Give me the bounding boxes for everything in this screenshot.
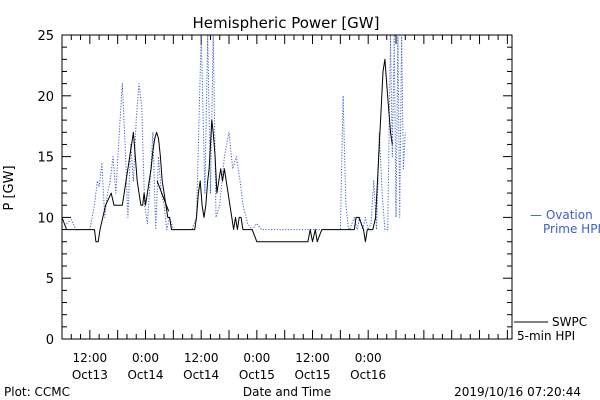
y-axis-label: P [GW] bbox=[2, 165, 17, 210]
plot-frame bbox=[61, 34, 513, 340]
chart-title: Hemispheric Power [GW] bbox=[193, 14, 380, 32]
y-tick-label: 25 bbox=[37, 29, 54, 44]
series-line-swpc bbox=[61, 58, 393, 243]
annotation-segment bbox=[156, 180, 170, 212]
legend-ovation-line2: Prime HPI bbox=[543, 222, 600, 236]
footer-timestamp: 2019/10/16 07:20:44 bbox=[454, 385, 581, 399]
x-tick-date-label: Oct15 bbox=[294, 368, 330, 382]
x-tick-date-label: Oct16 bbox=[350, 368, 386, 382]
legend-ovation-line1: — Ovation bbox=[530, 208, 593, 222]
x-tick-date-label: Oct13 bbox=[72, 368, 108, 382]
y-tick-label: 15 bbox=[37, 151, 54, 166]
x-tick-time-label: 0:00 bbox=[132, 351, 159, 365]
y-tick-label: 20 bbox=[37, 90, 54, 105]
series-layer bbox=[61, 34, 406, 243]
legend-swpc-line1: SWPC bbox=[552, 315, 587, 329]
y-tick-label: 10 bbox=[37, 211, 54, 226]
y-tick-label: 0 bbox=[46, 333, 54, 348]
x-tick-time-label: 12:00 bbox=[73, 351, 108, 365]
footer-plot-credit: Plot: CCMC bbox=[4, 385, 70, 399]
y-tick-label: 5 bbox=[46, 272, 54, 287]
x-tick-date-label: Oct14 bbox=[127, 368, 163, 382]
series-line-ovation-prime bbox=[61, 34, 406, 231]
y-axis: 0 5 10 15 20 25 bbox=[37, 29, 512, 348]
x-tick-date-label: Oct15 bbox=[239, 368, 275, 382]
x-tick-time-label: 12:00 bbox=[295, 351, 330, 365]
x-axis-label: Date and Time bbox=[243, 385, 331, 399]
x-tick-time-label: 12:00 bbox=[184, 351, 219, 365]
x-tick-time-label: 0:00 bbox=[355, 351, 382, 365]
x-tick-date-label: Oct14 bbox=[183, 368, 219, 382]
x-axis: 12:00 Oct13 0:00 Oct14 12:00 Oct14 0:00 Oct15 12… bbox=[61, 35, 508, 382]
legend-swpc-line2: 5-min HPI bbox=[517, 329, 575, 343]
x-tick-time-label: 0:00 bbox=[243, 351, 270, 365]
